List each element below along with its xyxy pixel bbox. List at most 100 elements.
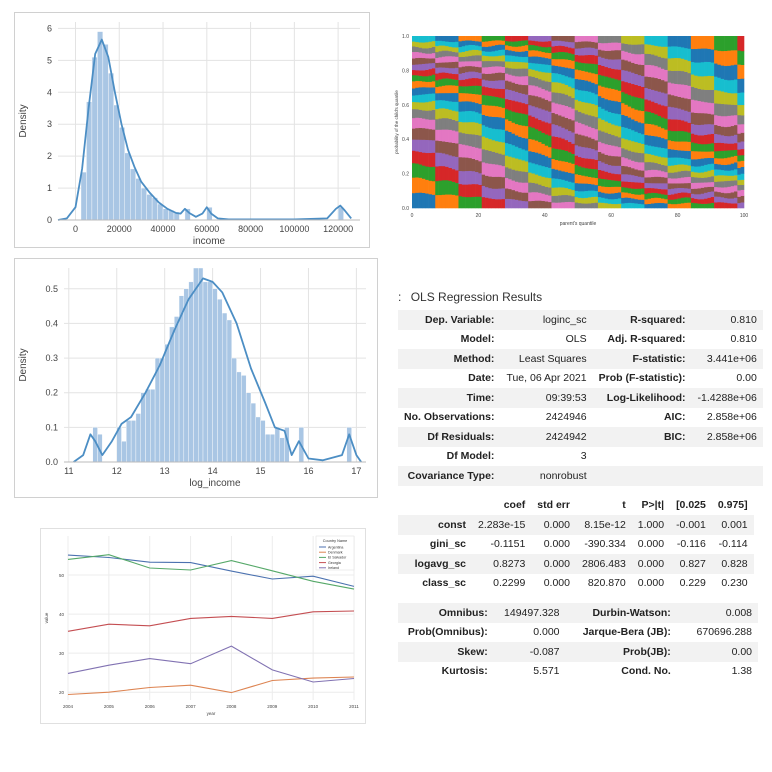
stacked-cell <box>641 182 645 189</box>
stacked-cell <box>475 183 479 197</box>
ols-coef-value: -390.334 <box>584 538 626 551</box>
stacked-cell <box>720 36 725 52</box>
stacked-cell <box>518 36 522 42</box>
stacked-cell <box>624 93 629 105</box>
stacked-cell <box>578 62 582 71</box>
histogram-bar <box>162 208 169 221</box>
stacked-cell <box>670 183 675 189</box>
stacked-cell <box>634 84 639 98</box>
stacked-cell <box>412 162 416 178</box>
stacked-cell <box>617 174 622 182</box>
stacked-cell <box>468 55 473 62</box>
stacked-cell <box>637 44 642 55</box>
stacked-cell <box>661 117 665 129</box>
stacked-cell <box>584 102 589 115</box>
stacked-cell <box>428 139 433 154</box>
stacked-cell <box>441 67 446 73</box>
stacked-cell <box>617 69 622 81</box>
stacked-cell <box>634 169 639 176</box>
stacked-cell <box>428 58 433 64</box>
ols-coef-value: -0.116 <box>676 538 706 551</box>
stacked-cell <box>544 145 549 157</box>
stacked-cell <box>581 36 585 42</box>
stacked-cell <box>488 95 492 106</box>
stacked-cell <box>431 152 436 167</box>
stacked-cell <box>607 67 612 78</box>
stacked-cell <box>624 174 629 182</box>
stacked-cell <box>544 194 549 202</box>
stacked-cell <box>418 164 423 178</box>
stacked-cell <box>647 53 652 65</box>
stacked-cell <box>571 41 575 49</box>
stacked-cell <box>581 175 585 184</box>
stacked-cell <box>511 55 516 62</box>
stacked-cell <box>734 142 738 150</box>
stacked-cell <box>604 99 609 111</box>
stacked-cell <box>518 84 522 94</box>
stacked-cell <box>501 142 506 155</box>
stacked-cell <box>501 129 506 143</box>
stacked-cell <box>730 115 735 127</box>
stacked-cell <box>528 56 532 63</box>
stacked-cell <box>471 36 476 41</box>
stacked-cell <box>541 193 546 202</box>
stacked-cell <box>481 67 486 74</box>
stacked-cell <box>534 70 539 78</box>
stacked-cell <box>641 194 645 200</box>
stacked-cell <box>428 81 433 88</box>
stacked-cell <box>651 135 655 147</box>
stacked-cell <box>568 181 572 190</box>
stacked-cell <box>445 194 449 209</box>
stacked-cell <box>541 109 546 122</box>
stacked-cell <box>687 132 692 142</box>
stacked-cell <box>677 141 682 151</box>
stacked-cell <box>478 66 483 73</box>
stacked-cell <box>528 150 532 163</box>
stacked-cell <box>677 70 682 85</box>
stacked-cell <box>488 87 492 96</box>
stacked-cell <box>614 101 619 114</box>
stacked-cell <box>677 96 682 109</box>
histogram-bar <box>241 375 247 463</box>
stacked-cell <box>514 170 519 182</box>
stacked-cell <box>528 44 532 51</box>
stacked-cell <box>518 147 522 160</box>
stacked-cell <box>617 80 622 91</box>
stacked-cell <box>694 182 698 189</box>
stacked-cell <box>568 95 572 108</box>
stacked-cell <box>740 154 745 161</box>
stacked-cell <box>601 57 605 67</box>
stacked-cell <box>617 49 622 60</box>
stacked-cell <box>534 50 539 57</box>
stacked-cell <box>704 143 708 152</box>
stacked-cell <box>458 132 463 145</box>
stacked-cell <box>534 40 539 46</box>
stacked-cell <box>428 75 433 82</box>
stacked-cell <box>418 102 423 110</box>
stacked-cell <box>621 91 625 104</box>
stacked-cell <box>514 56 519 62</box>
stacked-cell <box>740 166 745 174</box>
stacked-cell <box>641 143 645 154</box>
stacked-cell <box>435 36 439 41</box>
x-tick-label: 12 <box>112 466 122 476</box>
stacked-cell <box>481 94 486 105</box>
stacked-cell <box>677 203 682 209</box>
stacked-cell <box>448 61 453 69</box>
stacked-cell <box>528 192 532 202</box>
stacked-cell <box>428 119 433 130</box>
ols-value: 0.000 <box>533 626 560 639</box>
ols-coef-value: 0.000 <box>637 538 665 551</box>
stacked-cell <box>491 73 496 81</box>
stacked-cell <box>704 186 708 193</box>
stacked-cell <box>607 122 612 134</box>
stacked-cell <box>548 167 552 179</box>
stacked-cell <box>431 46 436 54</box>
stacked-cell <box>518 170 522 183</box>
stacked-cell <box>498 80 502 89</box>
stacked-cell <box>541 200 546 209</box>
histogram-bar <box>198 267 204 463</box>
stacked-cell <box>657 67 662 80</box>
stacked-cell <box>501 107 506 119</box>
